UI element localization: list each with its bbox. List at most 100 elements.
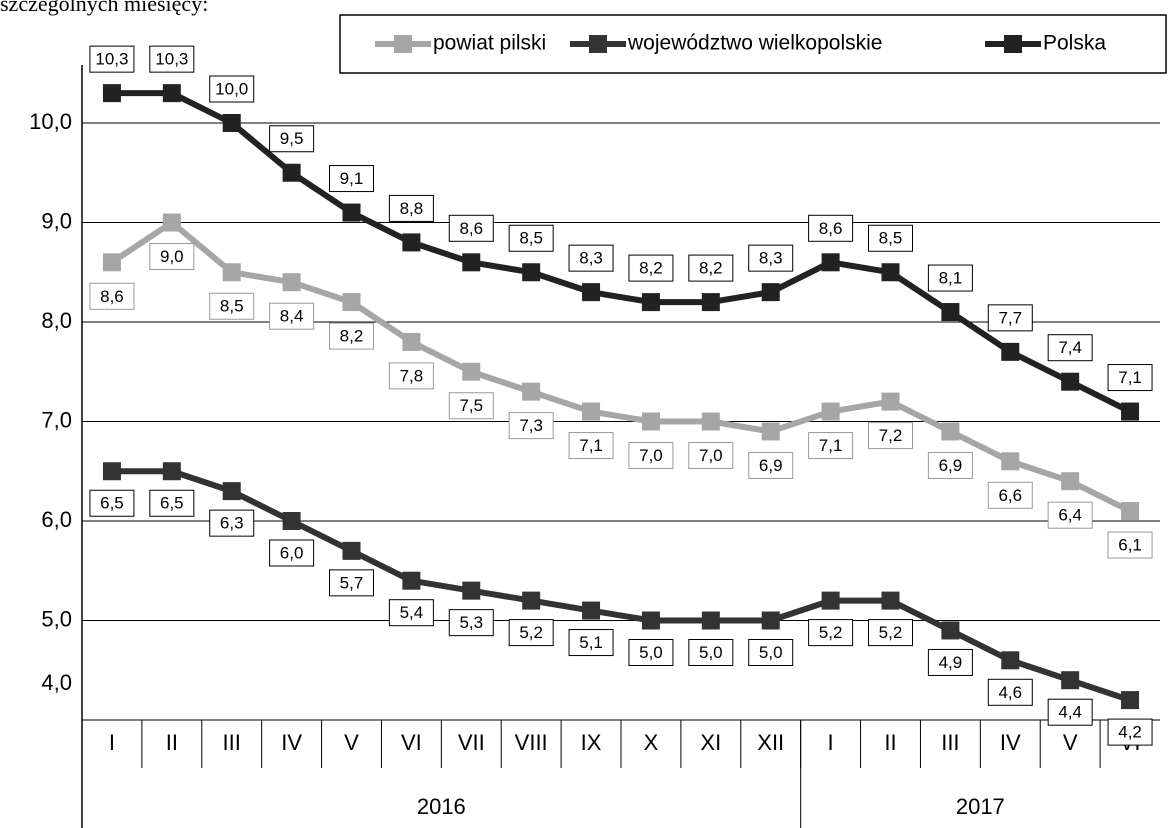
value-label-box	[388, 599, 434, 627]
value-label-box	[149, 45, 195, 73]
x-tick-label: VI	[401, 730, 422, 755]
point-marker	[462, 362, 481, 381]
value-label-box	[269, 302, 315, 330]
value-label-box	[329, 322, 374, 350]
value-label: 5,1	[579, 633, 603, 652]
value-label-box	[748, 639, 794, 666]
value-label-box	[927, 264, 973, 292]
value-label-box	[868, 422, 913, 450]
x-tick-label: IV	[281, 730, 302, 755]
value-label: 8,5	[220, 297, 244, 316]
value-label-box	[1047, 501, 1093, 529]
value-label-box	[209, 75, 255, 103]
value-label-box	[808, 432, 854, 460]
value-label-box	[987, 678, 1033, 706]
value-label: 9,5	[280, 129, 304, 148]
point-marker	[282, 273, 301, 292]
value-label-box	[209, 292, 255, 320]
y-tick-label: 7,0	[41, 407, 72, 432]
x-tick-label: XI	[700, 730, 721, 755]
point-marker	[701, 611, 720, 630]
value-label: 7,1	[1118, 368, 1142, 387]
point-marker	[582, 283, 601, 302]
value-label: 8,3	[759, 249, 783, 268]
value-label-box	[868, 224, 913, 252]
value-label-box	[508, 412, 554, 440]
y-tick-label: 4,0	[41, 670, 72, 695]
value-label-box	[149, 243, 195, 270]
point-marker	[342, 293, 361, 312]
legend-label: województwo wielkopolskie	[627, 32, 882, 55]
point-marker	[462, 253, 481, 272]
point-marker	[821, 591, 840, 610]
value-label-box	[329, 165, 374, 193]
point-marker	[402, 332, 421, 351]
value-label-box	[508, 224, 554, 252]
value-label-box	[448, 392, 494, 420]
x-tick-label: IV	[1000, 730, 1021, 755]
value-label-box	[1047, 698, 1093, 726]
value-label: 7,0	[699, 446, 723, 465]
point-marker	[522, 591, 541, 610]
y-tick-label: 6,0	[41, 507, 72, 532]
point-marker	[821, 253, 840, 272]
value-label-box	[448, 609, 494, 637]
value-label: 7,8	[400, 366, 424, 385]
value-label-box	[388, 362, 434, 390]
value-label: 8,5	[879, 229, 903, 248]
caption: szczególnych miesięcy:	[0, 0, 208, 16]
x-tick-label: V	[1063, 730, 1078, 755]
value-label: 5,2	[879, 623, 903, 642]
y-tick-label: 5,0	[41, 606, 72, 631]
x-tick-label: III	[223, 730, 241, 755]
legend-label: Polska	[1043, 32, 1106, 55]
point-marker	[282, 163, 301, 182]
series-line	[111, 468, 1132, 703]
value-label: 6,6	[998, 486, 1022, 505]
point-marker	[1061, 671, 1080, 690]
value-label: 6,1	[1118, 536, 1142, 555]
point-marker	[102, 253, 121, 272]
value-label: 8,8	[400, 199, 424, 218]
x-tick-label: VII	[458, 730, 485, 755]
point-marker	[102, 84, 121, 103]
value-label: 8,6	[459, 219, 483, 238]
point-marker	[222, 482, 241, 501]
value-label: 7,2	[879, 426, 903, 445]
value-label: 9,0	[160, 247, 184, 266]
point-marker	[222, 114, 241, 132]
value-label-box	[568, 244, 614, 272]
value-label-box	[269, 539, 315, 567]
point-marker	[1001, 651, 1020, 670]
value-label: 5,2	[519, 623, 543, 642]
value-label: 8,2	[639, 259, 663, 278]
point-marker	[342, 203, 361, 222]
value-label: 7,5	[459, 396, 483, 415]
point-marker	[582, 402, 601, 421]
value-label: 5,3	[459, 613, 483, 632]
point-marker	[941, 303, 960, 322]
value-label: 7,3	[519, 416, 543, 435]
series-line	[111, 90, 1132, 415]
value-label: 4,6	[998, 683, 1022, 702]
x-tick-label: V	[344, 730, 359, 755]
x-tick-label: IX	[581, 730, 602, 755]
value-label: 7,0	[639, 446, 663, 465]
point-marker	[761, 283, 780, 302]
value-label: 7,1	[819, 436, 843, 455]
point-marker	[641, 611, 660, 630]
point-marker	[522, 382, 541, 401]
point-marker	[701, 293, 720, 312]
value-label: 4,2	[1118, 723, 1142, 742]
point-marker	[881, 263, 900, 282]
value-label: 5,7	[340, 573, 364, 592]
value-label-box	[748, 451, 794, 479]
point-marker	[1061, 372, 1080, 391]
value-label-box	[808, 214, 854, 242]
x-tick-label: II	[166, 730, 178, 755]
value-label-box	[448, 214, 494, 242]
value-label: 6,4	[1058, 506, 1082, 525]
value-label: 4,9	[939, 653, 963, 672]
point-marker	[641, 293, 660, 312]
